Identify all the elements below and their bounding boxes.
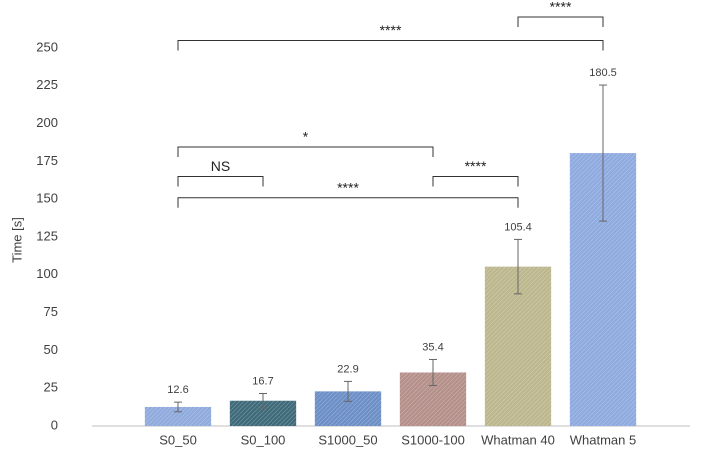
y-tick-label: 25: [44, 380, 58, 395]
significance-label: ****: [337, 179, 359, 195]
y-tick-label: 150: [36, 191, 58, 206]
significance-label: ****: [465, 158, 487, 174]
value-label: 35.4: [422, 341, 443, 353]
y-axis-label: Time [s]: [9, 217, 24, 263]
value-label: 16.7: [252, 375, 273, 387]
significance-bracket: [177, 146, 434, 158]
significance-bracket: [177, 176, 264, 187]
y-tick-label: 75: [44, 304, 58, 319]
y-tick-label: 50: [44, 342, 58, 357]
y-tick-label: 100: [36, 266, 58, 281]
x-tick-label: S0_100: [241, 432, 286, 447]
significance-label: ****: [550, 0, 572, 15]
y-tick-label: 250: [36, 39, 58, 54]
x-tick-label: Whatman 5: [570, 432, 636, 447]
significance-bracket: [177, 39, 604, 51]
y-tick-label: 125: [36, 228, 58, 243]
value-label: 22.9: [337, 363, 358, 375]
y-tick-label: 175: [36, 153, 58, 168]
significance-bracket: [517, 16, 604, 28]
value-label: 105.4: [504, 221, 532, 233]
value-label: 180.5: [589, 67, 617, 79]
y-tick-label: 225: [36, 77, 58, 92]
significance-label: NS: [211, 158, 230, 174]
x-tick-label: S1000_50: [318, 432, 377, 447]
y-tick-label: 200: [36, 115, 58, 130]
x-tick-label: S1000-100: [401, 432, 465, 447]
y-tick-label: 0: [51, 417, 58, 432]
significance-bracket: [432, 176, 519, 187]
significance-label: ****: [380, 22, 402, 38]
bar-hatch: [144, 406, 212, 426]
x-tick-label: Whatman 40: [481, 432, 555, 447]
significance-label: *: [303, 129, 309, 145]
x-tick-label: S0_50: [159, 432, 197, 447]
value-label: 12.6: [167, 384, 188, 396]
significance-bracket: [177, 197, 519, 208]
